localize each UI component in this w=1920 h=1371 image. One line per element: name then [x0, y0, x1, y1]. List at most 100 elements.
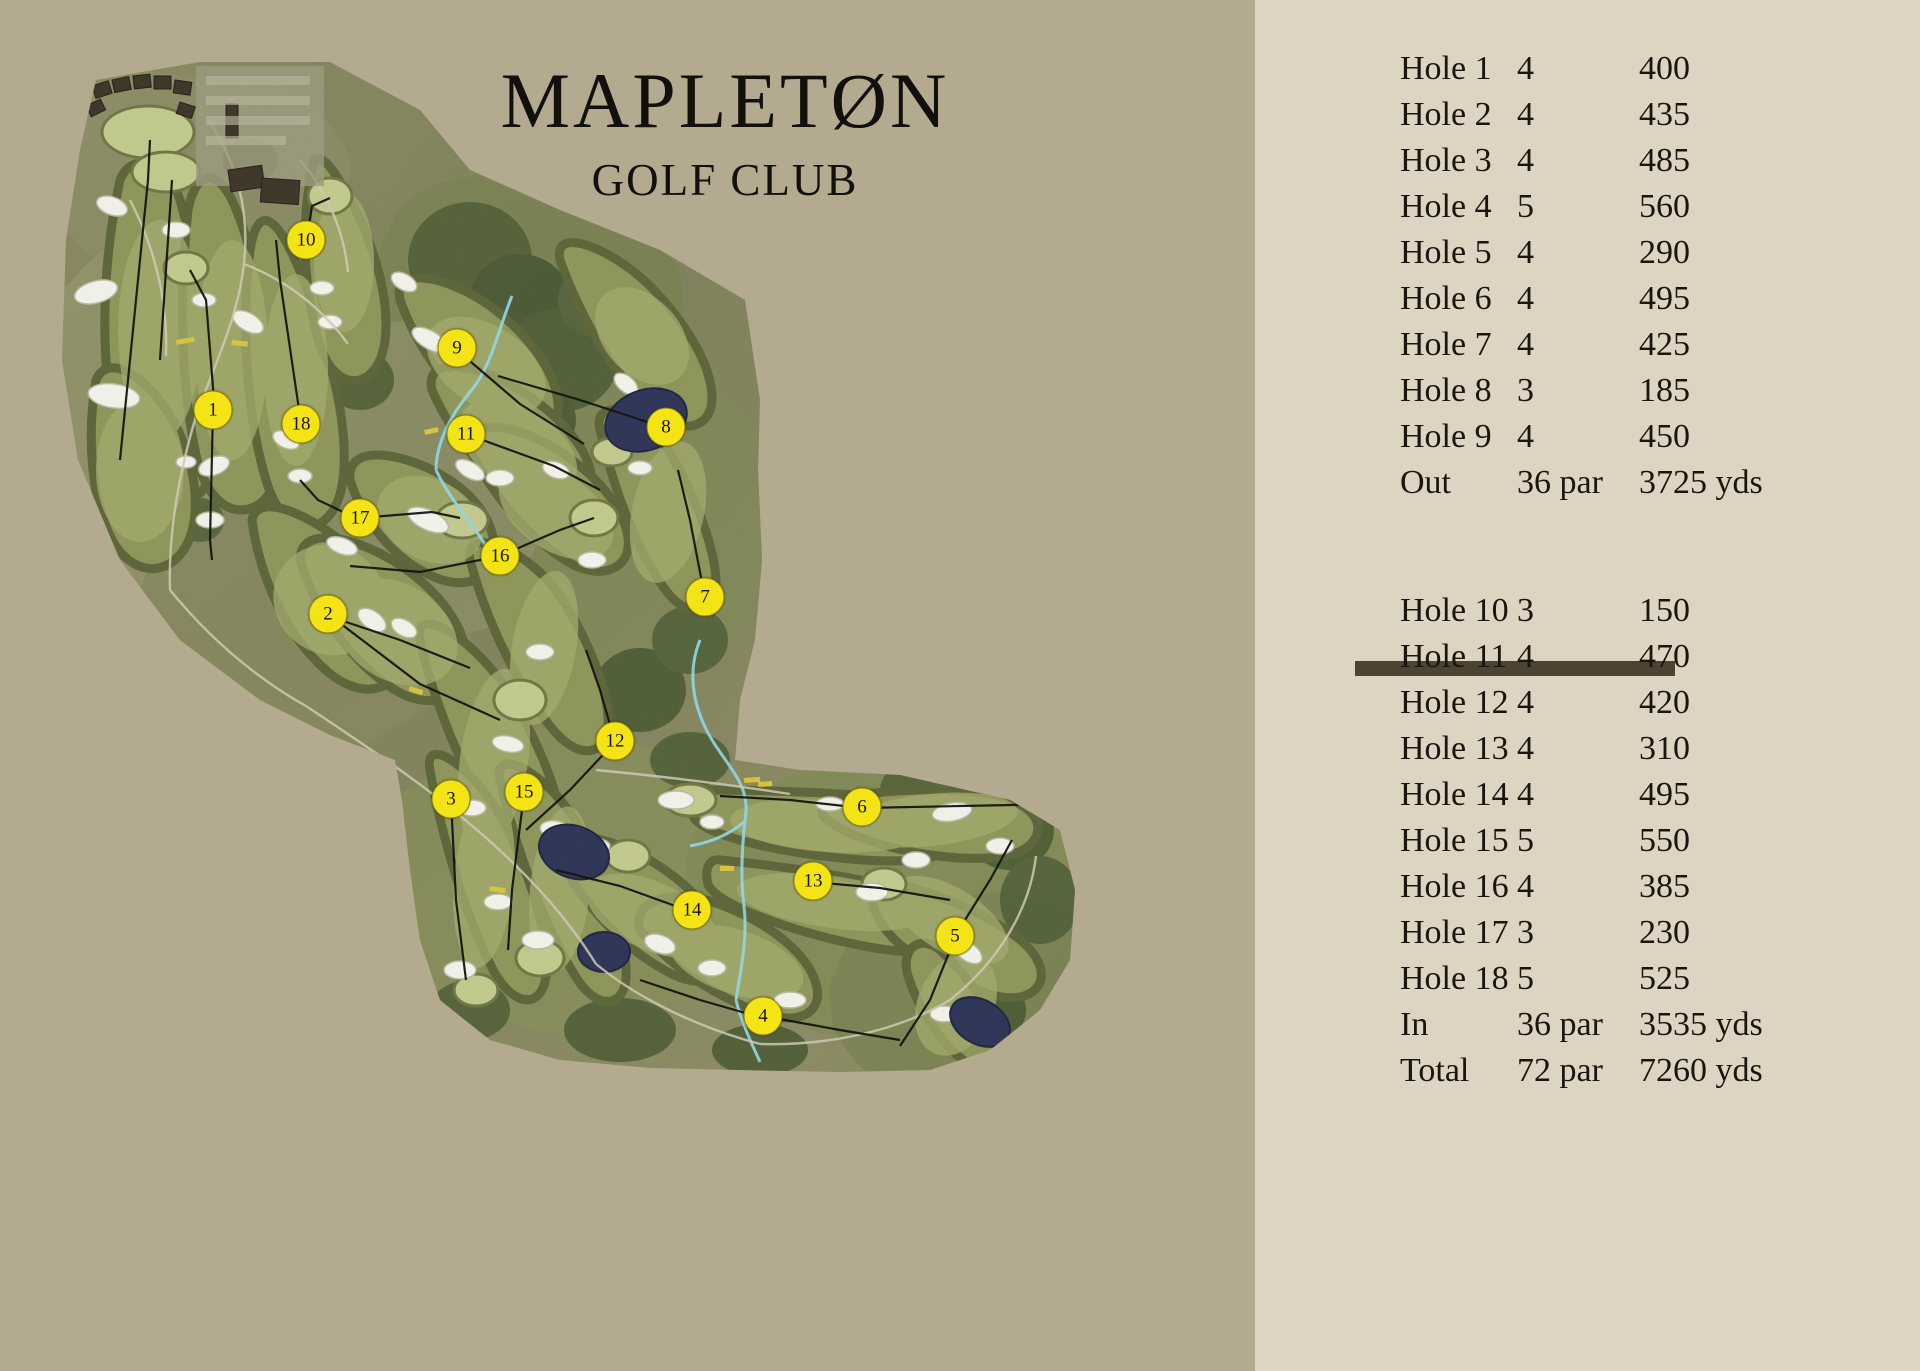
scorecard-row: Hole 9 4 450	[1255, 418, 1920, 464]
scorecard-yardage-value: 420	[1639, 684, 1690, 721]
hole-marker-5[interactable]: 5	[935, 916, 975, 956]
hole-marker-13[interactable]: 13	[793, 861, 833, 901]
scorecard-yardage-value: 3725 yds	[1639, 464, 1763, 501]
scorecard-row: Hole 8 3 185	[1255, 372, 1920, 418]
scorecard-yardage-value: 495	[1639, 280, 1690, 317]
hole-marker-9[interactable]: 9	[437, 328, 477, 368]
hole-marker-1[interactable]: 1	[193, 390, 233, 430]
scorecard-hole-label: Hole 17	[1400, 914, 1509, 951]
scorecard-hole-label: Hole 16	[1400, 868, 1509, 905]
hole-marker-10[interactable]: 10	[286, 220, 326, 260]
scorecard-row: Hole 17 3 230	[1255, 914, 1920, 960]
scorecard-hole-label: Hole 10	[1400, 592, 1509, 629]
scorecard-yardage-value: 470	[1639, 638, 1690, 675]
scorecard-row: Hole 6 4 495	[1255, 280, 1920, 326]
scorecard-row: Hole 11 4 470	[1255, 638, 1920, 684]
hole-marker-15[interactable]: 15	[504, 772, 544, 812]
scorecard-hole-label: Hole 6	[1400, 280, 1492, 317]
scorecard-par-value: 4	[1517, 96, 1534, 133]
scorecard-yardage-value: 3535 yds	[1639, 1006, 1763, 1043]
scorecard-par-value: 4	[1517, 234, 1534, 271]
hole-marker-11[interactable]: 11	[446, 414, 486, 454]
scorecard-yardage-value: 310	[1639, 730, 1690, 767]
scorecard-row: Hole 15 5 550	[1255, 822, 1920, 868]
scorecard-par-value: 36 par	[1517, 1006, 1603, 1043]
scorecard-row: In 36 par 3535 yds	[1255, 1006, 1920, 1052]
scorecard-hole-label: Hole 12	[1400, 684, 1509, 721]
scorecard-par-value: 4	[1517, 142, 1534, 179]
scorecard-row: Hole 12 4 420	[1255, 684, 1920, 730]
scorecard-par-value: 3	[1517, 372, 1534, 409]
scorecard-hole-label: Hole 1	[1400, 50, 1492, 87]
scorecard-yardage-value: 525	[1639, 960, 1690, 997]
scorecard-hole-label: Hole 13	[1400, 730, 1509, 767]
course-map: 1 2 3 4 5 6 7 8 9 10 11 12 13 14 15 16 17 18	[62, 62, 1075, 1072]
scorecard-hole-label: Hole 14	[1400, 776, 1509, 813]
hole-marker-16[interactable]: 16	[480, 536, 520, 576]
hole-marker-17[interactable]: 17	[340, 498, 380, 538]
scorecard-par-value: 5	[1517, 188, 1534, 225]
scorecard-hole-label: Hole 2	[1400, 96, 1492, 133]
scorecard-yardage-value: 495	[1639, 776, 1690, 813]
scorecard-par-value: 4	[1517, 326, 1534, 363]
scorecard-hole-label: Hole 18	[1400, 960, 1509, 997]
scorecard-par-value: 4	[1517, 280, 1534, 317]
hole-marker-14[interactable]: 14	[672, 890, 712, 930]
scorecard-yardage-value: 185	[1639, 372, 1690, 409]
scorecard-par-value: 4	[1517, 684, 1534, 721]
scorecard-yardage-value: 450	[1639, 418, 1690, 455]
scorecard-par-value: 4	[1517, 776, 1534, 813]
hole-marker-12[interactable]: 12	[595, 721, 635, 761]
scorecard-yardage-value: 485	[1639, 142, 1690, 179]
hole-marker-2[interactable]: 2	[308, 594, 348, 634]
scorecard-yardage-value: 435	[1639, 96, 1690, 133]
scorecard-par-value: 36 par	[1517, 464, 1603, 501]
scorecard-yardage-value: 560	[1639, 188, 1690, 225]
scorecard-par-value: 4	[1517, 638, 1534, 675]
scorecard-par-value: 4	[1517, 730, 1534, 767]
scorecard-row: Hole 13 4 310	[1255, 730, 1920, 776]
hole-marker-7[interactable]: 7	[685, 577, 725, 617]
scorecard-yardage-value: 230	[1639, 914, 1690, 951]
scorecard-yardage-value: 400	[1639, 50, 1690, 87]
course-map-graphic	[62, 62, 1075, 1072]
scorecard-row: Hole 1 4 400	[1255, 50, 1920, 96]
scorecard-yardage-value: 290	[1639, 234, 1690, 271]
scorecard-par-value: 4	[1517, 868, 1534, 905]
scorecard-yardage-value: 150	[1639, 592, 1690, 629]
scorecard-par-value: 72 par	[1517, 1052, 1603, 1089]
background-panel-right	[1255, 0, 1920, 1371]
scorecard-row: Hole 2 4 435	[1255, 96, 1920, 142]
scorecard-row: Hole 18 5 525	[1255, 960, 1920, 1006]
hole-marker-6[interactable]: 6	[842, 787, 882, 827]
scorecard-row: Hole 4 5 560	[1255, 188, 1920, 234]
scorecard-hole-label: Hole 11	[1400, 638, 1508, 675]
course-terrain	[62, 62, 1075, 1072]
scorecard-hole-label: Hole 9	[1400, 418, 1492, 455]
scorecard-par-value: 5	[1517, 960, 1534, 997]
scorecard-yardage-value: 7260 yds	[1639, 1052, 1763, 1089]
scorecard-row: Out 36 par 3725 yds	[1255, 464, 1920, 510]
scorecard-hole-label: Hole 7	[1400, 326, 1492, 363]
scorecard-hole-label: Out	[1400, 464, 1451, 501]
hole-marker-3[interactable]: 3	[431, 779, 471, 819]
scorecard-hole-label: Hole 8	[1400, 372, 1492, 409]
scorecard-panel: Hole 1 4 400 Hole 2 4 435 Hole 3 4 485 Hole 4 5 560…	[1255, 0, 1920, 1371]
hole-marker-4[interactable]: 4	[743, 996, 783, 1036]
scorecard-row: Hole 16 4 385	[1255, 868, 1920, 914]
hole-marker-8[interactable]: 8	[646, 407, 686, 447]
scorecard-hole-label: Total	[1400, 1052, 1470, 1089]
scorecard-par-value: 3	[1517, 592, 1534, 629]
scorecard-par-value: 4	[1517, 50, 1534, 87]
scorecard-row: Total 72 par 7260 yds	[1255, 1052, 1920, 1098]
scorecard-par-value: 5	[1517, 822, 1534, 859]
scorecard-yardage-value: 385	[1639, 868, 1690, 905]
scorecard-hole-label: Hole 4	[1400, 188, 1492, 225]
scorecard-divider	[1355, 661, 1675, 676]
scorecard-hole-label: Hole 15	[1400, 822, 1509, 859]
scorecard-par-value: 4	[1517, 418, 1534, 455]
scorecard-par-value: 3	[1517, 914, 1534, 951]
scorecard-row: Hole 14 4 495	[1255, 776, 1920, 822]
hole-marker-18[interactable]: 18	[281, 404, 321, 444]
